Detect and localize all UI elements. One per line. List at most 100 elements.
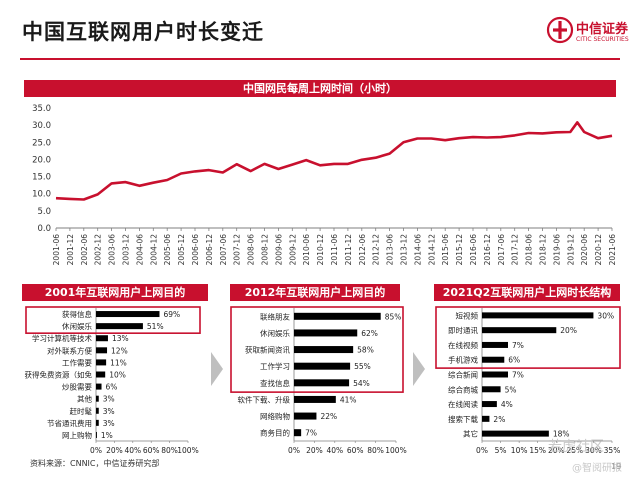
bar <box>96 323 143 330</box>
x-tick-label: 20% <box>548 446 565 455</box>
x-tick-label: 2011-06 <box>330 234 339 266</box>
x-tick-label: 2009-06 <box>274 234 283 266</box>
y-tick-label: 0.0 <box>37 224 51 234</box>
chart-2001-title: 2001年互联网用户上网目的 <box>22 284 208 301</box>
x-tick-label: 2019-12 <box>566 234 575 266</box>
bar <box>96 431 97 438</box>
bar <box>294 429 302 437</box>
x-tick-label: 80% <box>161 446 178 455</box>
x-tick-label: 2010-12 <box>316 234 325 266</box>
x-tick-label: 2006-06 <box>191 234 200 266</box>
y-tick-label: 20.0 <box>32 155 51 165</box>
x-tick-label: 2017-12 <box>511 234 520 266</box>
y-tick-label: 30.0 <box>32 121 51 131</box>
data-label: 6% <box>508 356 520 365</box>
bar <box>294 312 381 320</box>
x-tick-label: 30% <box>585 446 602 455</box>
data-label: 6% <box>106 383 118 392</box>
x-tick-label: 2013-06 <box>386 234 395 266</box>
data-label: 22% <box>320 412 337 421</box>
x-tick-label: 2014-12 <box>427 234 436 266</box>
category-label: 工作需要 <box>62 357 92 367</box>
y-tick-label: 35.0 <box>32 104 51 114</box>
x-tick-label: 10% <box>511 446 528 455</box>
data-label: 4% <box>501 400 513 409</box>
x-tick-label: 2020-12 <box>594 234 603 266</box>
category-label: 获得信息 <box>62 309 92 319</box>
watermark-subtext: @智阅研报 <box>572 463 622 474</box>
logo-text: 中信证券 <box>576 22 629 37</box>
bar <box>482 371 508 378</box>
x-tick-label: 2001-06 <box>52 234 61 266</box>
category-label: 搜索下载 <box>448 414 478 424</box>
x-tick-label: 2021-06 <box>608 234 617 266</box>
bar <box>96 383 102 390</box>
x-tick-label: 2017-06 <box>497 234 506 266</box>
x-tick-label: 2007-06 <box>219 234 228 266</box>
bar <box>482 401 497 408</box>
x-tick-label: 2016-06 <box>469 234 478 266</box>
series-line <box>55 121 613 201</box>
bar <box>96 407 99 414</box>
data-label: 5% <box>505 385 517 394</box>
category-label: 在线阅读 <box>448 399 478 409</box>
category-label: 综合新闻 <box>448 370 478 380</box>
category-label: 短视频 <box>456 310 479 320</box>
x-tick-label: 2015-12 <box>455 234 464 266</box>
category-label: 网络购物 <box>260 411 290 421</box>
bar <box>482 312 594 319</box>
data-label: 7% <box>512 371 524 380</box>
bar <box>96 311 160 318</box>
category-label: 即时通讯 <box>448 325 478 335</box>
data-label: 7% <box>512 341 524 350</box>
bar <box>294 395 336 403</box>
x-tick-label: 2009-12 <box>288 234 297 266</box>
x-tick-label: 100% <box>385 446 406 455</box>
bar <box>96 419 99 426</box>
bar <box>96 335 108 342</box>
bar <box>294 412 317 420</box>
bar <box>294 362 351 370</box>
data-label: 54% <box>353 379 370 388</box>
category-label: 联络朋友 <box>260 311 290 321</box>
category-label: 在线视频 <box>448 340 478 350</box>
data-label: 30% <box>597 311 614 320</box>
x-tick-label: 2008-12 <box>261 234 270 266</box>
x-tick-label: 2019-06 <box>552 234 561 266</box>
x-tick-label: 20% <box>106 446 123 455</box>
category-label: 获得免费资源（如免 <box>25 370 93 380</box>
data-label: 58% <box>357 346 374 355</box>
bar <box>294 379 350 387</box>
x-tick-label: 2018-06 <box>525 234 534 266</box>
x-tick-label: 2008-06 <box>247 234 256 266</box>
bar <box>96 371 106 378</box>
category-label: 炒股需要 <box>62 383 92 392</box>
x-tick-label: 2005-12 <box>177 234 186 266</box>
x-tick-label: 5% <box>495 446 507 455</box>
x-tick-label: 35% <box>604 446 621 455</box>
x-tick-label: 2012-06 <box>358 234 367 266</box>
x-tick-label: 2014-06 <box>413 234 422 266</box>
category-label: 其他 <box>77 394 92 404</box>
x-tick-label: 2007-12 <box>233 234 242 266</box>
x-tick-label: 2012-12 <box>372 234 381 266</box>
data-label: 62% <box>361 329 378 338</box>
bar <box>482 327 557 334</box>
x-tick-label: 2013-12 <box>400 234 409 266</box>
category-label: 工作学习 <box>260 361 290 371</box>
logo-text-en: CITIC SECURITIES <box>576 36 629 43</box>
data-label: 10% <box>109 371 126 380</box>
data-label: 51% <box>147 322 164 331</box>
category-label: 商务目的 <box>260 428 290 438</box>
bar <box>96 395 99 402</box>
x-tick-label: 2005-06 <box>163 234 172 266</box>
bar <box>482 356 505 363</box>
x-tick-label: 2018-12 <box>539 234 548 266</box>
bar <box>96 347 108 354</box>
x-tick-label: 2004-12 <box>149 234 158 266</box>
data-label: 7% <box>305 429 317 438</box>
category-label: 赶时髦 <box>70 406 93 416</box>
